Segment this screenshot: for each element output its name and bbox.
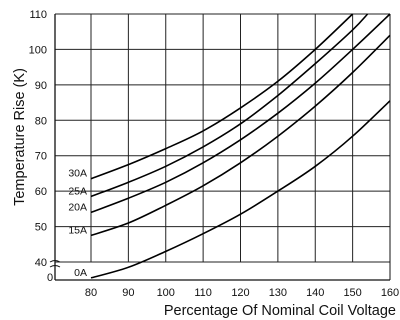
y-tick-label: 100 bbox=[29, 44, 47, 56]
curve-label-20a: 20A bbox=[68, 201, 87, 213]
y-tick-label: 50 bbox=[35, 222, 47, 234]
y-tick-labels: 40 50 60 70 80 90 100 110 bbox=[29, 9, 47, 269]
x-tick-labels: 80 90 100 110 120 130 140 150 160 bbox=[85, 287, 399, 299]
series-line-15a bbox=[90, 34, 391, 237]
y-tick-label: 90 bbox=[35, 80, 47, 92]
curve-label-0a: 0A bbox=[74, 267, 87, 279]
series-line-30a bbox=[90, 13, 354, 180]
x-axis-label: Percentage Of Nominal Coil Voltage bbox=[164, 303, 396, 319]
y-axis-label: Temperature Rise (K) bbox=[12, 68, 28, 206]
series-line-25a bbox=[90, 13, 369, 198]
x-tick-label: 130 bbox=[269, 287, 287, 299]
x-tick-label: 160 bbox=[381, 287, 399, 299]
axis-break-mark bbox=[49, 260, 61, 268]
x-tick-label: 80 bbox=[85, 287, 97, 299]
curve-label-25a: 25A bbox=[68, 185, 87, 197]
x-tick-label: 100 bbox=[157, 287, 175, 299]
series-line-0a bbox=[90, 100, 391, 279]
x-tick-label: 150 bbox=[343, 287, 361, 299]
x-tick-label: 110 bbox=[194, 287, 212, 299]
series-line-20a bbox=[90, 13, 391, 214]
y-tick-label: 80 bbox=[35, 115, 47, 127]
y-tick-label: 60 bbox=[35, 186, 47, 198]
origin-label: 0 bbox=[47, 272, 53, 284]
curve-label-15a: 15A bbox=[68, 224, 87, 236]
x-tick-label: 90 bbox=[122, 287, 134, 299]
axes bbox=[49, 14, 391, 281]
x-tick-label: 120 bbox=[231, 287, 249, 299]
curve-labels: 30A 25A 20A 15A 0A bbox=[68, 168, 87, 279]
grid-lines bbox=[55, 13, 391, 263]
y-tick-label: 110 bbox=[29, 9, 47, 21]
x-tick-label: 140 bbox=[306, 287, 324, 299]
curve-label-30a: 30A bbox=[68, 168, 87, 180]
y-tick-label: 70 bbox=[35, 151, 47, 163]
series-lines bbox=[90, 13, 391, 279]
y-tick-label: 40 bbox=[35, 257, 47, 269]
